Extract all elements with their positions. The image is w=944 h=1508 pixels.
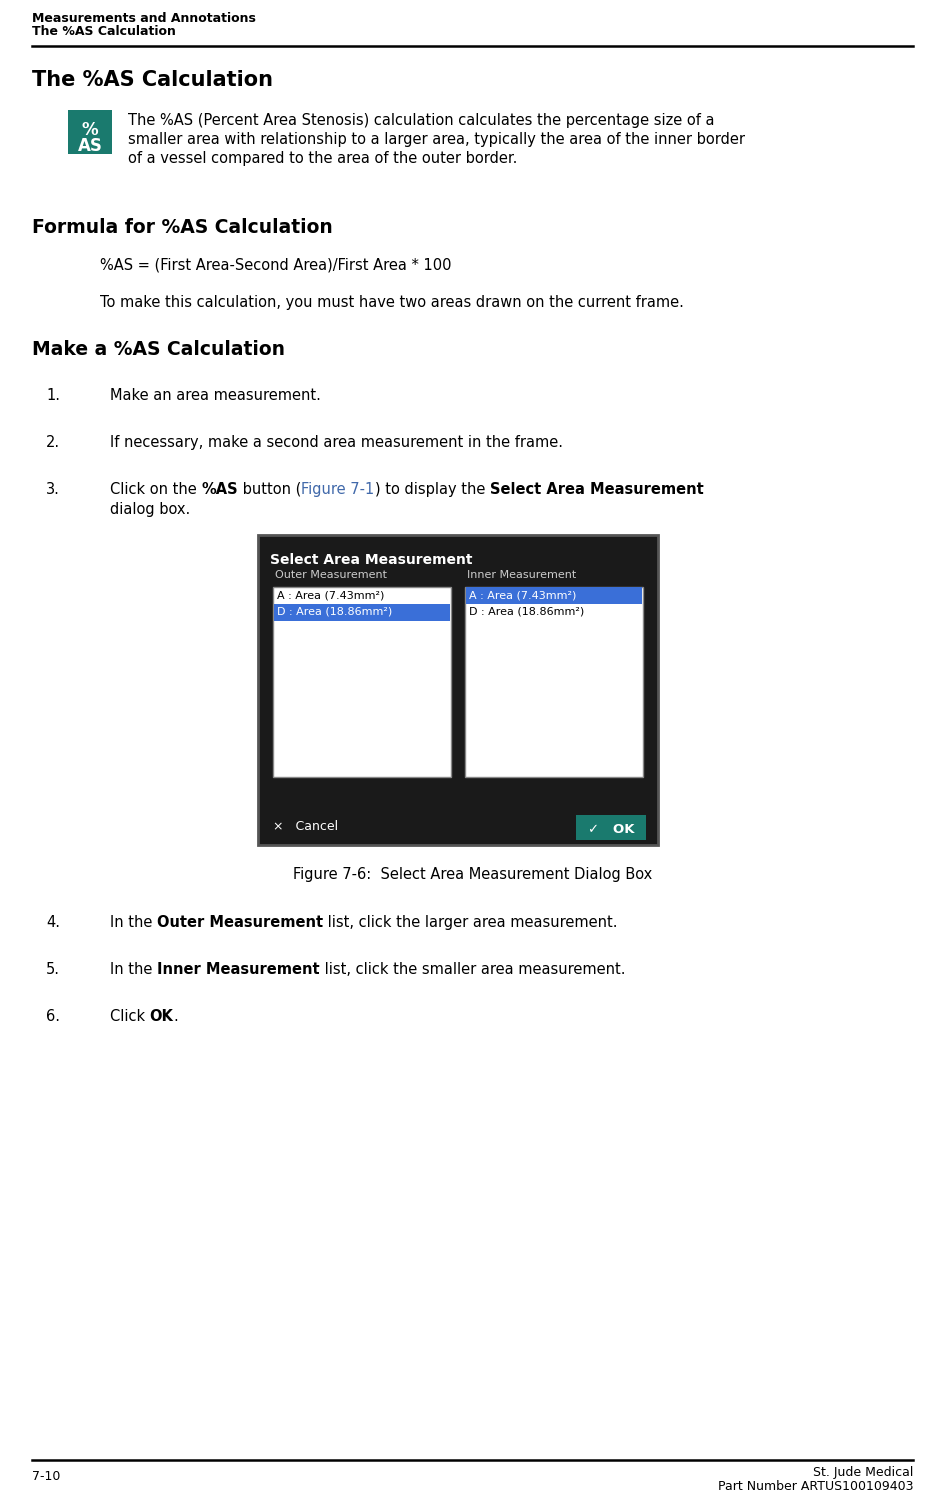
Text: Inner Measurement: Inner Measurement <box>157 962 319 977</box>
Text: Part Number ARTUS100109403: Part Number ARTUS100109403 <box>716 1479 912 1493</box>
Text: D : Area (18.86mm²): D : Area (18.86mm²) <box>277 608 392 617</box>
Text: Select Area Measurement: Select Area Measurement <box>489 483 702 498</box>
Text: %: % <box>81 121 98 139</box>
FancyBboxPatch shape <box>274 605 449 621</box>
Text: In the: In the <box>110 962 157 977</box>
FancyBboxPatch shape <box>576 814 646 840</box>
Text: ×   Cancel: × Cancel <box>273 820 338 832</box>
Text: 4.: 4. <box>46 915 59 930</box>
Text: Make a %AS Calculation: Make a %AS Calculation <box>32 339 285 359</box>
Text: The %AS Calculation: The %AS Calculation <box>32 69 273 90</box>
Text: Figure 7-6:  Select Area Measurement Dialog Box: Figure 7-6: Select Area Measurement Dial… <box>293 867 651 882</box>
Text: AS: AS <box>77 137 102 155</box>
Text: %AS: %AS <box>201 483 238 498</box>
Text: list, click the smaller area measurement.: list, click the smaller area measurement… <box>319 962 625 977</box>
Text: The %AS (Percent Area Stenosis) calculation calculates the percentage size of a: The %AS (Percent Area Stenosis) calculat… <box>127 113 714 128</box>
Text: ) to display the: ) to display the <box>374 483 489 498</box>
Text: Outer Measurement: Outer Measurement <box>275 570 387 581</box>
Text: button (: button ( <box>238 483 301 498</box>
Text: 5.: 5. <box>46 962 59 977</box>
Text: Make an area measurement.: Make an area measurement. <box>110 388 321 403</box>
FancyBboxPatch shape <box>68 110 112 154</box>
Text: OK: OK <box>149 1009 174 1024</box>
Text: Inner Measurement: Inner Measurement <box>466 570 576 581</box>
Text: To make this calculation, you must have two areas drawn on the current frame.: To make this calculation, you must have … <box>100 296 683 311</box>
Text: D : Area (18.86mm²): D : Area (18.86mm²) <box>468 608 583 617</box>
Text: %AS = (First Area-Second Area)/First Area * 100: %AS = (First Area-Second Area)/First Are… <box>100 258 451 273</box>
Text: St. Jude Medical: St. Jude Medical <box>812 1466 912 1479</box>
FancyBboxPatch shape <box>273 587 450 777</box>
Text: 1.: 1. <box>46 388 59 403</box>
Text: of a vessel compared to the area of the outer border.: of a vessel compared to the area of the … <box>127 151 516 166</box>
Text: smaller area with relationship to a larger area, typically the area of the inner: smaller area with relationship to a larg… <box>127 133 744 146</box>
Text: list, click the larger area measurement.: list, click the larger area measurement. <box>323 915 617 930</box>
Text: Formula for %AS Calculation: Formula for %AS Calculation <box>32 219 332 237</box>
Text: Figure 7-1: Figure 7-1 <box>301 483 374 498</box>
Text: Select Area Measurement: Select Area Measurement <box>270 553 472 567</box>
Text: Measurements and Annotations: Measurements and Annotations <box>32 12 256 26</box>
Text: Click on the: Click on the <box>110 483 201 498</box>
Text: 3.: 3. <box>46 483 59 498</box>
FancyBboxPatch shape <box>464 587 642 777</box>
Text: 7-10: 7-10 <box>32 1470 60 1482</box>
Text: A : Area (7.43mm²): A : Area (7.43mm²) <box>277 590 384 600</box>
Text: If necessary, make a second area measurement in the frame.: If necessary, make a second area measure… <box>110 434 563 449</box>
Text: A : Area (7.43mm²): A : Area (7.43mm²) <box>468 590 576 600</box>
Text: The %AS Calculation: The %AS Calculation <box>32 26 176 38</box>
Text: .: . <box>174 1009 178 1024</box>
Text: Click: Click <box>110 1009 149 1024</box>
FancyBboxPatch shape <box>258 535 657 844</box>
Text: ✓   OK: ✓ OK <box>587 823 633 835</box>
Text: Outer Measurement: Outer Measurement <box>157 915 323 930</box>
FancyBboxPatch shape <box>465 587 641 605</box>
Text: 6.: 6. <box>46 1009 59 1024</box>
Text: dialog box.: dialog box. <box>110 502 190 517</box>
Text: 2.: 2. <box>46 434 59 449</box>
Text: In the: In the <box>110 915 157 930</box>
